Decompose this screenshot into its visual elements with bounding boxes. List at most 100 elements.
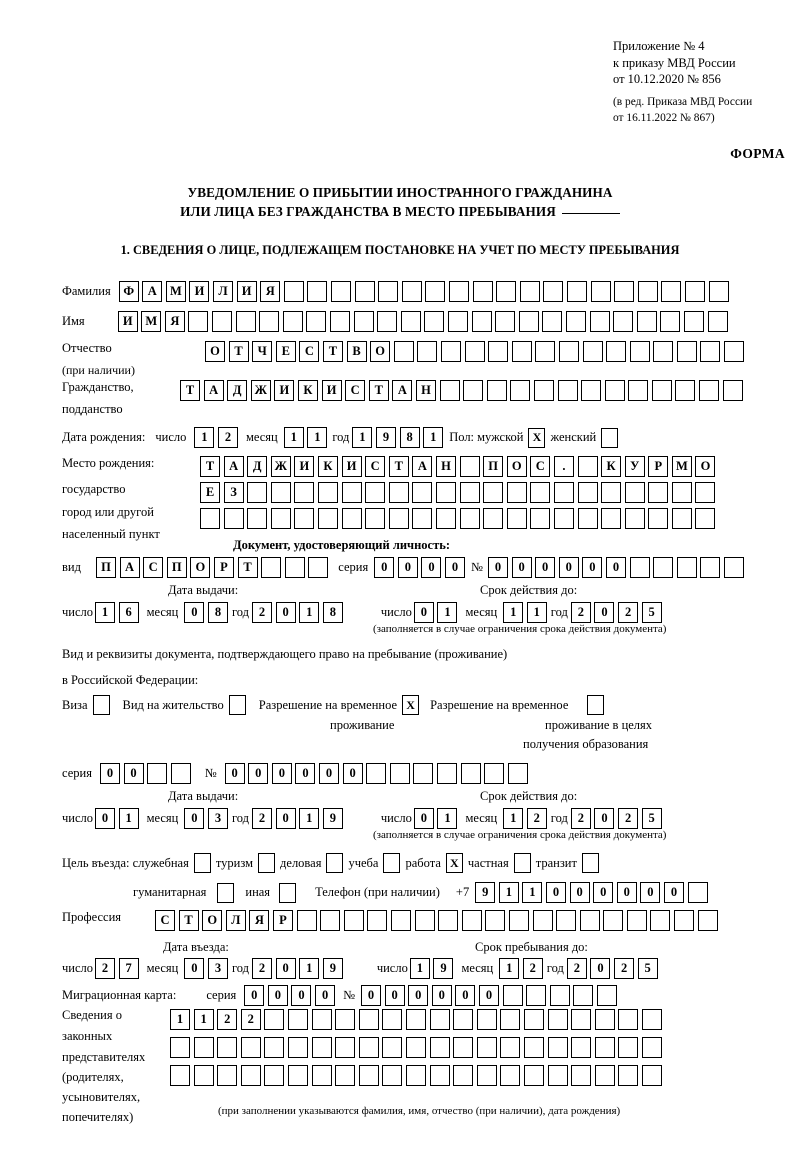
char-cell[interactable] <box>558 341 579 362</box>
char-cell[interactable] <box>506 482 527 503</box>
char-cell[interactable]: 1 <box>503 602 524 623</box>
char-cell[interactable]: О <box>370 341 391 362</box>
char-cell[interactable] <box>240 1037 261 1058</box>
char-cell[interactable]: 9 <box>376 427 397 448</box>
char-cell[interactable]: 1 <box>299 808 320 829</box>
char-cell[interactable]: 9 <box>322 808 343 829</box>
char-cell[interactable] <box>390 910 411 931</box>
char-cell[interactable]: 1 <box>307 427 328 448</box>
char-cell[interactable]: А <box>223 456 244 477</box>
char-cell[interactable]: 2 <box>570 808 591 829</box>
char-cell[interactable] <box>661 281 682 302</box>
char-cell[interactable] <box>471 311 492 332</box>
char-cell[interactable]: 1 <box>437 602 458 623</box>
char-cell[interactable]: 2 <box>95 958 116 979</box>
char-cell[interactable]: 0 <box>413 808 434 829</box>
char-cell[interactable] <box>660 311 681 332</box>
char-cell[interactable]: 0 <box>413 602 434 623</box>
char-cell[interactable] <box>247 482 268 503</box>
char-cell[interactable]: 1 <box>194 427 215 448</box>
char-cell[interactable] <box>674 910 695 931</box>
char-cell[interactable] <box>414 910 435 931</box>
char-cell[interactable] <box>193 1037 214 1058</box>
char-cell[interactable]: М <box>165 281 186 302</box>
char-cell[interactable] <box>618 1065 639 1086</box>
char-cell[interactable]: О <box>202 910 223 931</box>
char-cell[interactable] <box>435 508 456 529</box>
char-cell[interactable] <box>530 508 551 529</box>
char-cell[interactable]: 0 <box>275 808 296 829</box>
char-cell[interactable] <box>358 1037 379 1058</box>
char-cell[interactable] <box>389 763 410 784</box>
purpose-transit-checkbox[interactable] <box>581 853 599 873</box>
char-cell[interactable] <box>429 1065 450 1086</box>
char-cell[interactable] <box>294 482 315 503</box>
char-cell[interactable]: 7 <box>118 958 139 979</box>
char-cell[interactable] <box>343 910 364 931</box>
char-cell[interactable]: П <box>483 456 504 477</box>
char-cell[interactable] <box>438 910 459 931</box>
char-cell[interactable] <box>699 380 720 401</box>
char-cell[interactable] <box>651 380 672 401</box>
char-cell[interactable]: 0 <box>319 763 340 784</box>
char-cell[interactable] <box>636 311 657 332</box>
char-cell[interactable] <box>641 1065 662 1086</box>
char-cell[interactable] <box>511 341 532 362</box>
char-cell[interactable]: 1 <box>352 427 373 448</box>
purpose-private-checkbox[interactable] <box>513 853 531 873</box>
char-cell[interactable]: П <box>95 557 116 578</box>
char-cell[interactable] <box>628 380 649 401</box>
char-cell[interactable] <box>483 508 504 529</box>
char-cell[interactable] <box>393 341 414 362</box>
char-cell[interactable] <box>282 311 303 332</box>
char-cell[interactable] <box>553 482 574 503</box>
char-cell[interactable]: Ч <box>252 341 273 362</box>
char-cell[interactable]: 8 <box>207 602 228 623</box>
char-cell[interactable]: 1 <box>499 958 520 979</box>
char-cell[interactable]: 0 <box>445 557 466 578</box>
char-cell[interactable] <box>629 557 650 578</box>
char-cell[interactable] <box>287 1009 308 1030</box>
char-cell[interactable] <box>483 482 504 503</box>
char-cell[interactable] <box>676 341 697 362</box>
char-cell[interactable] <box>500 1065 521 1086</box>
char-cell[interactable] <box>579 910 600 931</box>
char-cell[interactable] <box>553 508 574 529</box>
char-cell[interactable]: 5 <box>641 602 662 623</box>
char-cell[interactable] <box>264 1009 285 1030</box>
char-cell[interactable] <box>707 311 728 332</box>
char-cell[interactable] <box>502 985 523 1006</box>
char-cell[interactable]: Т <box>237 557 258 578</box>
char-cell[interactable] <box>335 1009 356 1030</box>
char-cell[interactable]: 2 <box>526 808 547 829</box>
char-cell[interactable] <box>700 341 721 362</box>
char-cell[interactable]: Н <box>415 380 436 401</box>
char-cell[interactable] <box>341 482 362 503</box>
char-cell[interactable] <box>367 910 388 931</box>
char-cell[interactable] <box>542 311 563 332</box>
char-cell[interactable] <box>388 482 409 503</box>
char-cell[interactable] <box>270 508 291 529</box>
char-cell[interactable]: К <box>297 380 318 401</box>
char-cell[interactable]: 0 <box>374 557 395 578</box>
char-cell[interactable] <box>284 557 305 578</box>
char-cell[interactable] <box>695 508 716 529</box>
char-cell[interactable] <box>287 1037 308 1058</box>
char-cell[interactable] <box>637 281 658 302</box>
char-cell[interactable] <box>500 1009 521 1030</box>
char-cell[interactable]: 8 <box>399 427 420 448</box>
char-cell[interactable] <box>259 311 280 332</box>
char-cell[interactable]: 2 <box>618 602 639 623</box>
char-cell[interactable] <box>603 910 624 931</box>
char-cell[interactable] <box>459 482 480 503</box>
char-cell[interactable] <box>594 1065 615 1086</box>
char-cell[interactable]: 9 <box>322 958 343 979</box>
char-cell[interactable] <box>547 1065 568 1086</box>
char-cell[interactable]: 1 <box>503 808 524 829</box>
char-cell[interactable]: 1 <box>299 958 320 979</box>
char-cell[interactable] <box>523 1037 544 1058</box>
char-cell[interactable]: С <box>365 456 386 477</box>
char-cell[interactable] <box>264 1037 285 1058</box>
char-cell[interactable]: Т <box>388 456 409 477</box>
char-cell[interactable]: 1 <box>437 808 458 829</box>
